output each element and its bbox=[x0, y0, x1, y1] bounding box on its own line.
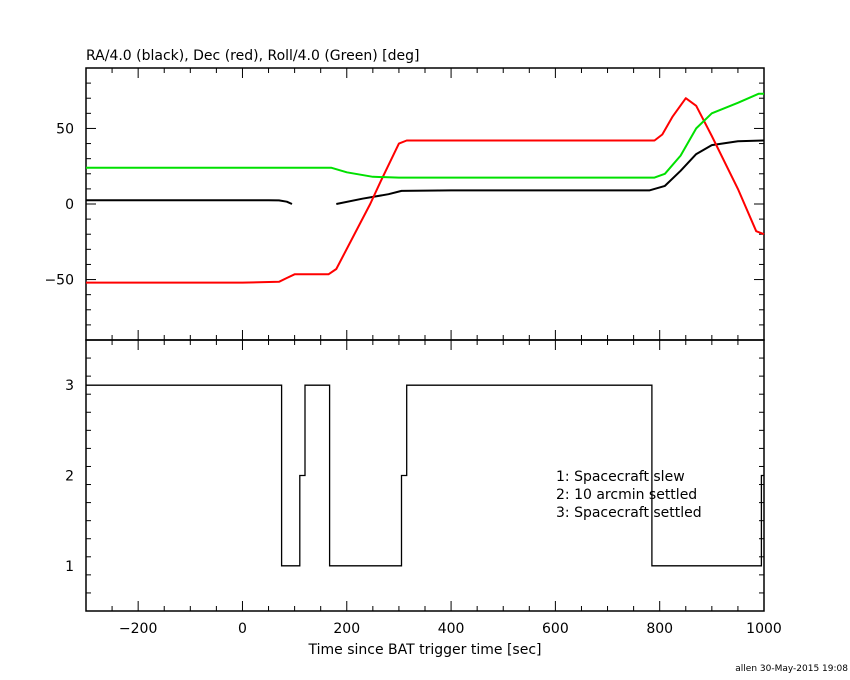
top-chart-title: RA/4.0 (black), Dec (red), Roll/4.0 (Gre… bbox=[86, 48, 419, 64]
status-step-line bbox=[86, 384, 764, 567]
legend-entry: 2: 10 arcmin settled bbox=[556, 487, 697, 503]
x-tick-label: 600 bbox=[542, 621, 569, 637]
x-axis-label: Time since BAT trigger time [sec] bbox=[308, 642, 542, 658]
x-tick-label: 400 bbox=[438, 621, 465, 637]
top-y-tick-label: 0 bbox=[65, 197, 74, 213]
bottom-y-tick-label: 2 bbox=[65, 469, 74, 485]
bottom-y-tick-label: 3 bbox=[65, 378, 74, 394]
top-axes: −50 0 50 bbox=[44, 67, 765, 341]
top-panel: RA/4.0 (black), Dec (red), Roll/4.0 (Gre… bbox=[44, 48, 765, 341]
top-series-0-line bbox=[86, 199, 293, 205]
legend-entry: 1: Spacecraft slew bbox=[556, 469, 685, 485]
top-series-2-line bbox=[86, 92, 764, 179]
top-y-tick-label: 50 bbox=[56, 121, 74, 137]
bottom-series-group bbox=[86, 384, 764, 567]
x-tick-label: 200 bbox=[333, 621, 360, 637]
bottom-axes: −200 0 200 400 600 800 1000 1 2 3 bbox=[65, 339, 782, 637]
x-tick-label: −200 bbox=[119, 621, 157, 637]
bottom-panel: −200 0 200 400 600 800 1000 1 2 3 1: Spacecraft s… bbox=[65, 339, 782, 658]
status-legend: 1: Spacecraft slew 2: 10 arcmin settled 3:… bbox=[556, 469, 702, 521]
footer-timestamp: allen 30-May-2015 19:08 bbox=[735, 664, 848, 674]
top-y-tick-label: −50 bbox=[44, 273, 74, 289]
top-series-0-line bbox=[336, 139, 765, 205]
bottom-y-tick-label: 1 bbox=[65, 559, 74, 575]
x-tick-label: 0 bbox=[238, 621, 247, 637]
legend-entry: 3: Spacecraft settled bbox=[556, 505, 702, 521]
top-series-group bbox=[86, 92, 765, 284]
x-tick-label: 800 bbox=[646, 621, 673, 637]
x-tick-label: 1000 bbox=[746, 621, 782, 637]
top-plot-frame bbox=[85, 67, 765, 341]
